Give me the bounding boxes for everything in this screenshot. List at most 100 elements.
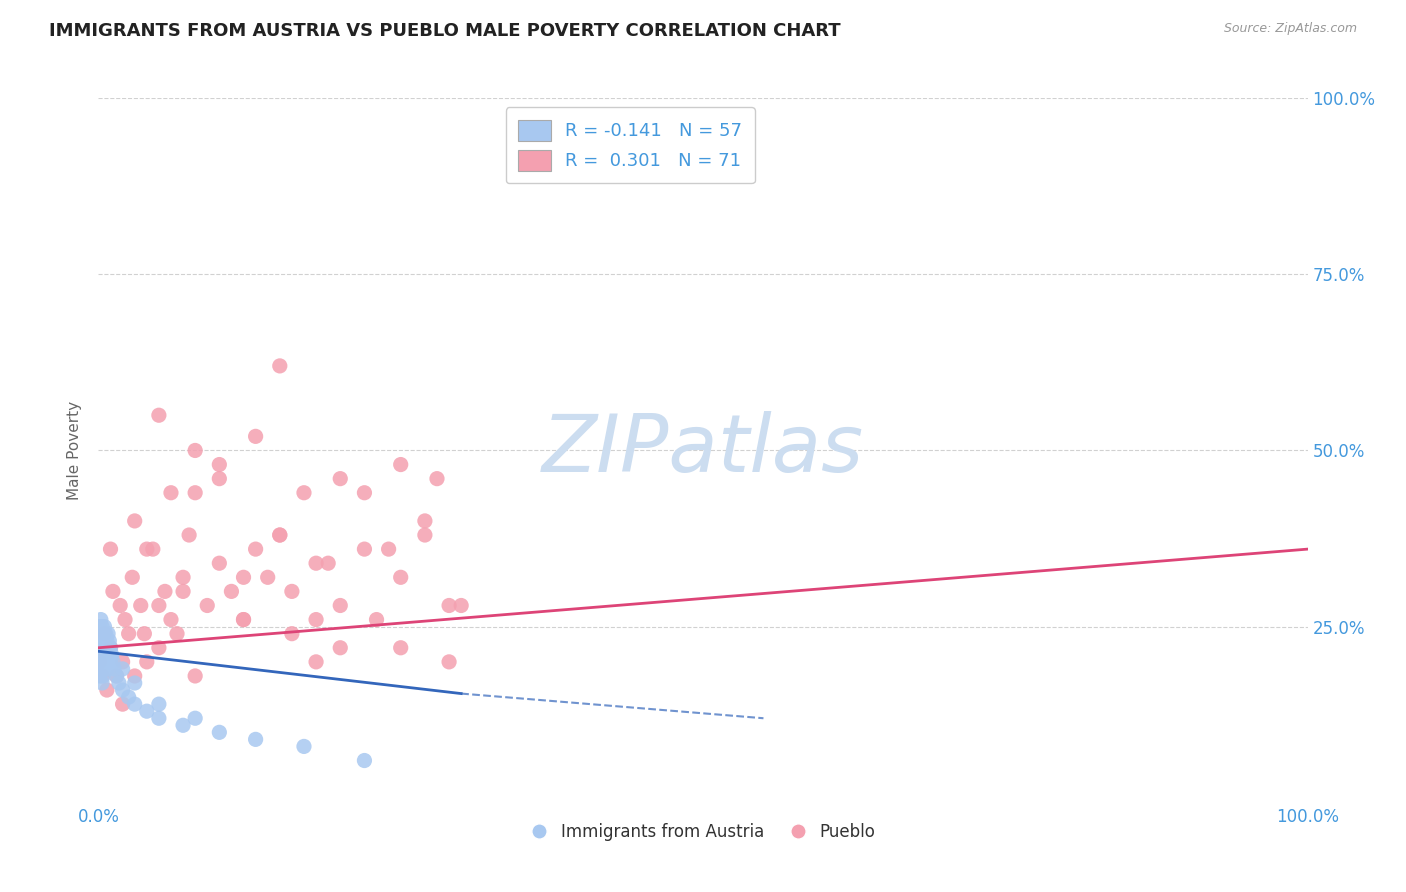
Point	[94, 640, 117, 655]
Point	[142, 542, 165, 557]
Point	[172, 570, 194, 584]
Point	[101, 655, 124, 669]
Point	[90, 613, 112, 627]
Point	[208, 458, 231, 472]
Point	[103, 662, 125, 676]
Y-axis label: Male Poverty: Male Poverty	[67, 401, 83, 500]
Point	[269, 359, 291, 373]
Point	[118, 690, 141, 705]
Point	[172, 718, 194, 732]
Point	[305, 655, 328, 669]
Point	[184, 669, 207, 683]
Point	[91, 655, 114, 669]
Point	[105, 669, 128, 683]
Point	[93, 662, 115, 676]
Point	[90, 640, 112, 655]
Point	[89, 669, 111, 683]
Point	[91, 633, 114, 648]
Point	[184, 485, 207, 500]
Point	[413, 514, 436, 528]
Point	[121, 570, 143, 584]
Point	[98, 648, 121, 662]
Point	[100, 648, 122, 662]
Point	[256, 570, 278, 584]
Point	[91, 640, 114, 655]
Point	[329, 599, 352, 613]
Point	[91, 619, 114, 633]
Point	[91, 648, 114, 662]
Point	[91, 626, 114, 640]
Point	[437, 655, 460, 669]
Text: ZIPatlas: ZIPatlas	[541, 411, 865, 490]
Point	[172, 584, 194, 599]
Point	[93, 655, 115, 669]
Point	[100, 655, 122, 669]
Point	[91, 669, 114, 683]
Point	[97, 626, 120, 640]
Point	[124, 669, 146, 683]
Point	[305, 613, 328, 627]
Point	[221, 584, 243, 599]
Point	[100, 640, 122, 655]
Point	[281, 584, 304, 599]
Text: IMMIGRANTS FROM AUSTRIA VS PUEBLO MALE POVERTY CORRELATION CHART: IMMIGRANTS FROM AUSTRIA VS PUEBLO MALE P…	[49, 22, 841, 40]
Point	[148, 697, 170, 711]
Point	[208, 472, 231, 486]
Point	[93, 633, 115, 648]
Point	[148, 599, 170, 613]
Point	[97, 655, 120, 669]
Point	[353, 485, 375, 500]
Point	[97, 640, 120, 655]
Point	[93, 619, 115, 633]
Point	[108, 676, 131, 690]
Point	[195, 599, 218, 613]
Point	[305, 556, 328, 570]
Point	[366, 613, 388, 627]
Point	[90, 648, 112, 662]
Point	[353, 542, 375, 557]
Point	[329, 640, 352, 655]
Point	[166, 626, 188, 640]
Point	[93, 626, 115, 640]
Point	[111, 655, 134, 669]
Point	[269, 528, 291, 542]
Point	[96, 662, 118, 676]
Point	[269, 528, 291, 542]
Point	[94, 655, 117, 669]
Point	[100, 640, 122, 655]
Point	[96, 648, 118, 662]
Point	[135, 542, 157, 557]
Point	[232, 613, 254, 627]
Point	[135, 704, 157, 718]
Point	[160, 485, 183, 500]
Point	[89, 619, 111, 633]
Point	[329, 472, 352, 486]
Point	[89, 640, 111, 655]
Point	[96, 633, 118, 648]
Point	[450, 599, 472, 613]
Text: Source: ZipAtlas.com: Source: ZipAtlas.com	[1223, 22, 1357, 36]
Point	[377, 542, 399, 557]
Point	[245, 732, 267, 747]
Point	[111, 683, 134, 698]
Point	[353, 754, 375, 768]
Point	[90, 626, 112, 640]
Point	[89, 655, 111, 669]
Point	[90, 662, 112, 676]
Point	[89, 655, 111, 669]
Point	[389, 640, 412, 655]
Point	[114, 613, 136, 627]
Point	[91, 640, 114, 655]
Point	[389, 458, 412, 472]
Point	[153, 584, 176, 599]
Point	[184, 711, 207, 725]
Point	[413, 528, 436, 542]
Point	[91, 662, 114, 676]
Point	[148, 640, 170, 655]
Point	[208, 725, 231, 739]
Point	[118, 626, 141, 640]
Point	[281, 626, 304, 640]
Point	[316, 556, 339, 570]
Point	[232, 570, 254, 584]
Point	[105, 669, 128, 683]
